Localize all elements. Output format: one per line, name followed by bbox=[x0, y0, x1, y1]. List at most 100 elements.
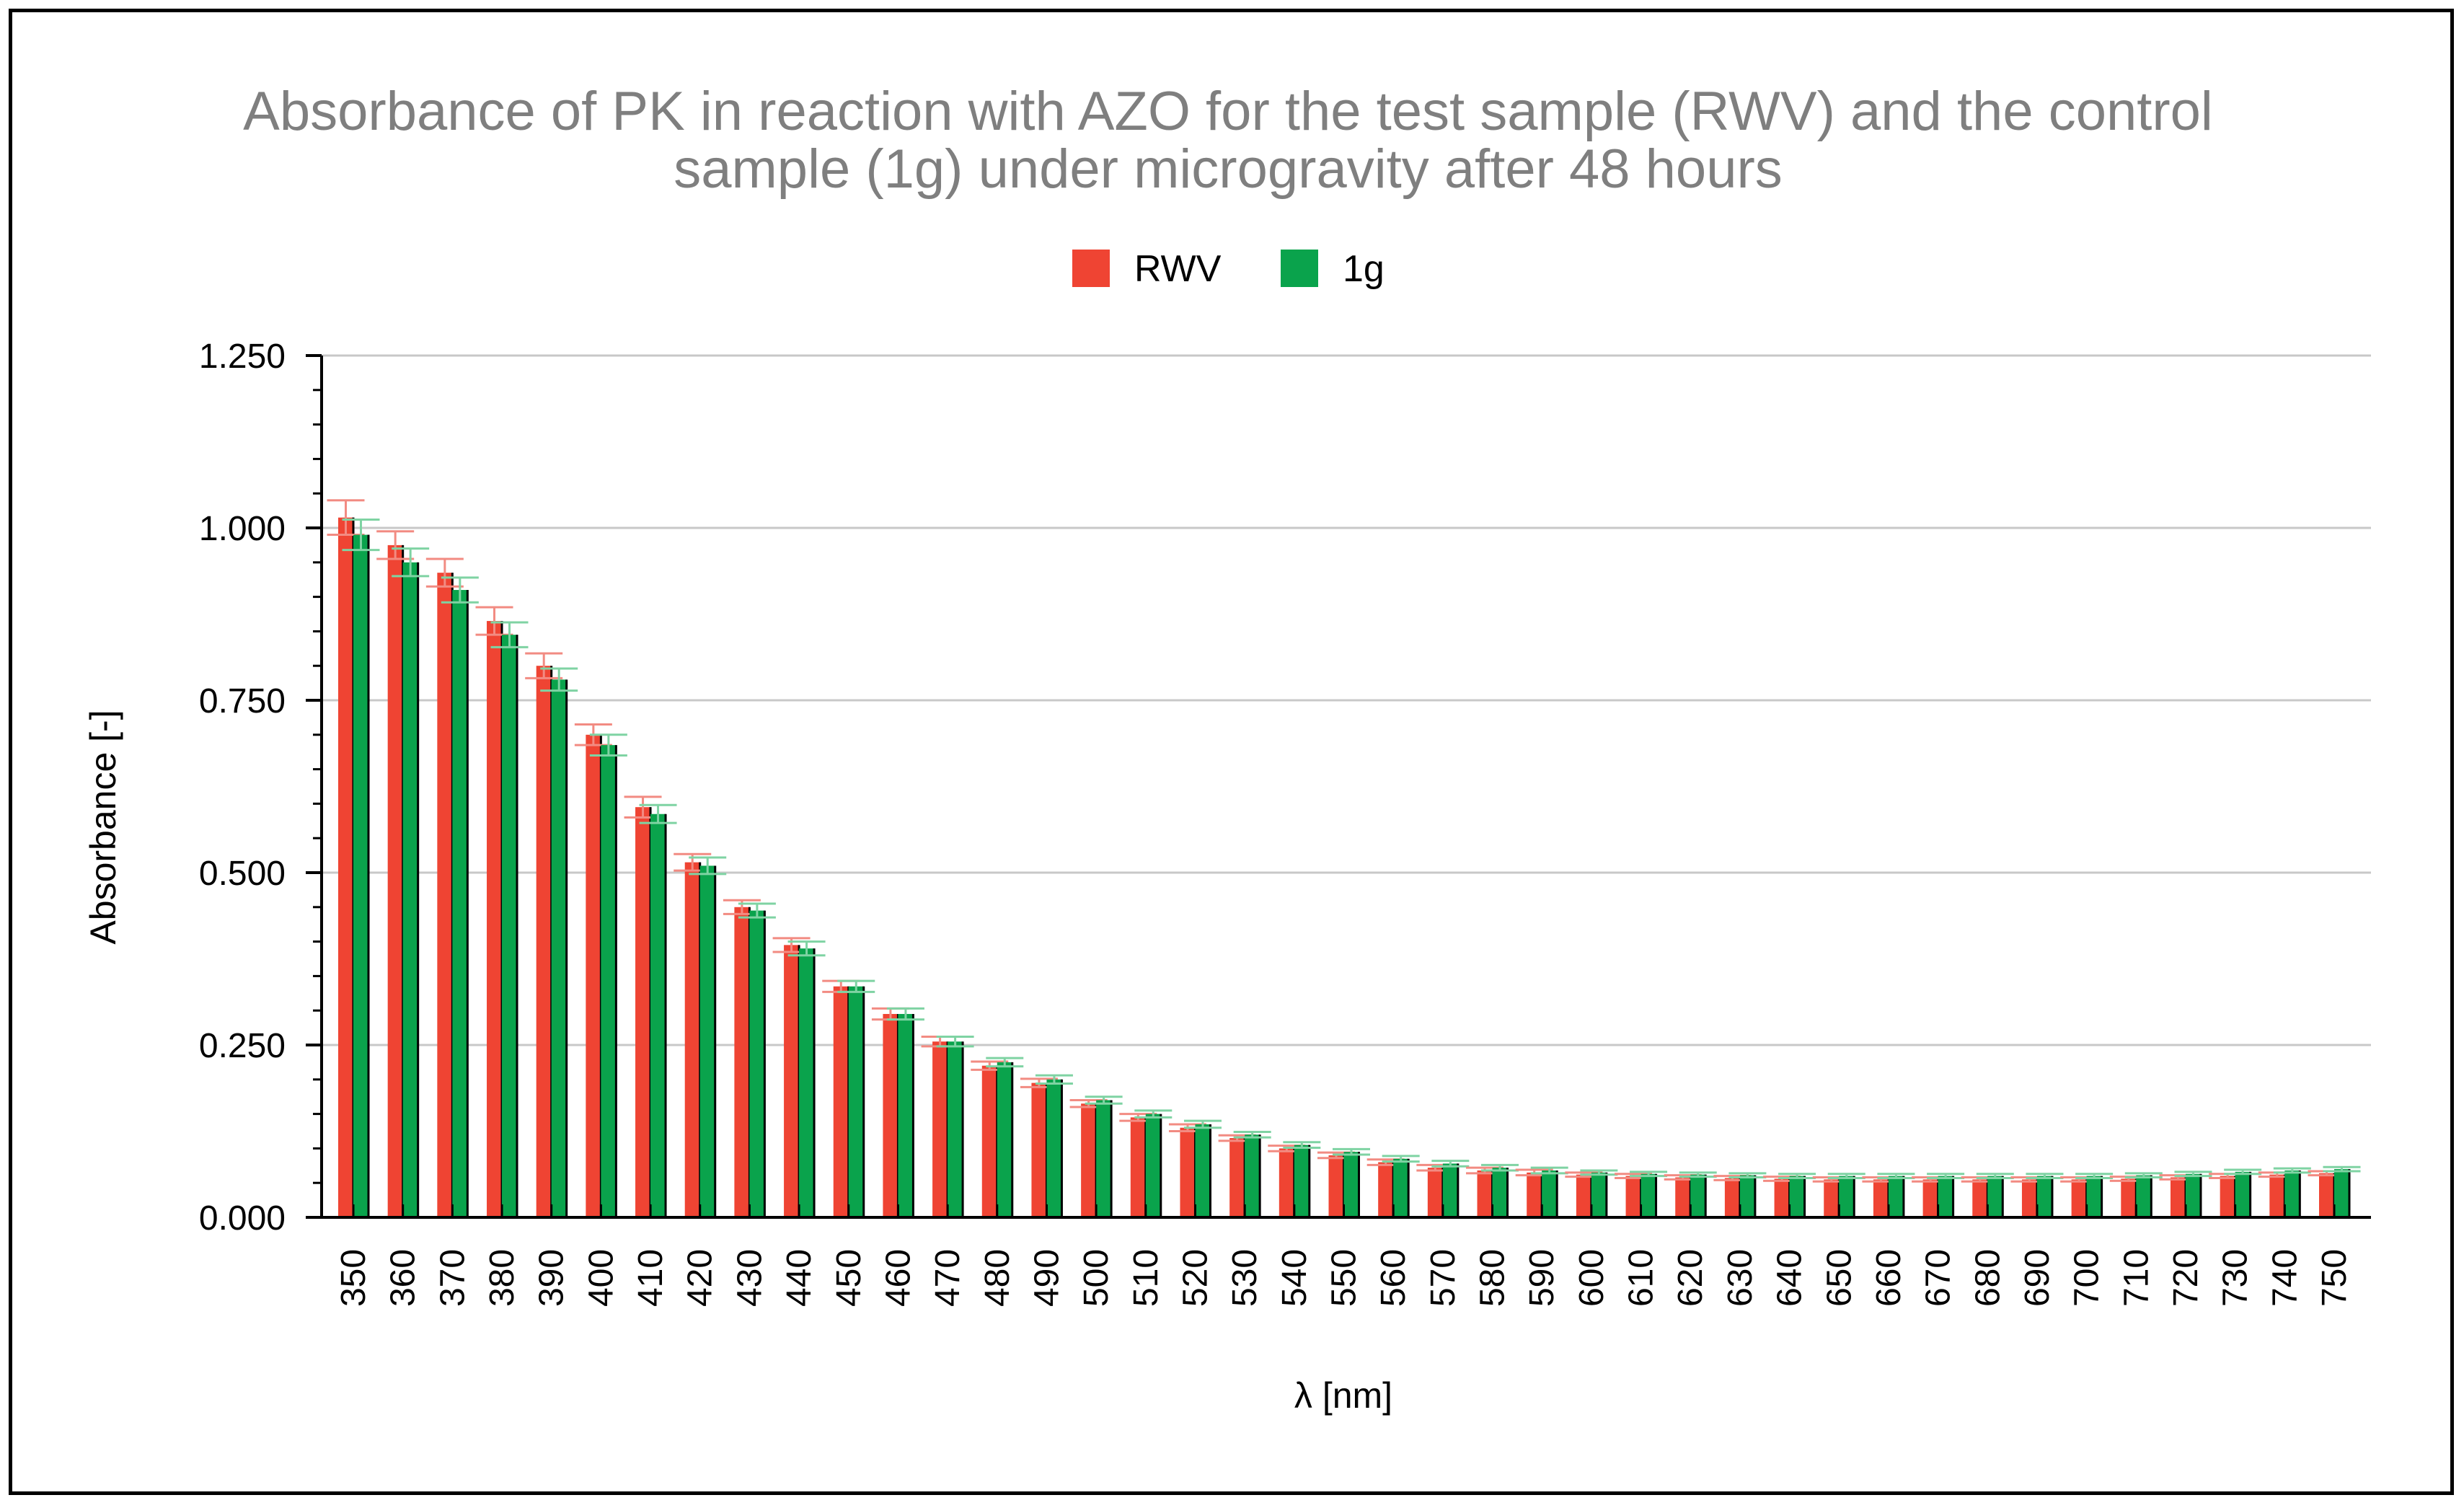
axes bbox=[306, 354, 2371, 1219]
bar-1g bbox=[402, 562, 418, 1217]
bar-rwv bbox=[684, 862, 700, 1217]
x-tick-label: 540 bbox=[1276, 1249, 1314, 1307]
bar-rwv bbox=[2121, 1178, 2137, 1217]
x-tick-label: 430 bbox=[730, 1249, 769, 1307]
bar-rwv bbox=[784, 945, 800, 1217]
x-tick-label: 530 bbox=[1226, 1249, 1264, 1307]
bar-rwv bbox=[2319, 1173, 2334, 1217]
bar-1g bbox=[1393, 1158, 1409, 1217]
y-tick-label: 0.500 bbox=[199, 855, 286, 893]
bar-1g bbox=[1442, 1163, 1458, 1217]
x-tick-label: 730 bbox=[2217, 1249, 2255, 1307]
y-axis-label: Absorbance [-] bbox=[83, 710, 123, 944]
x-tick-label: 500 bbox=[1077, 1249, 1116, 1307]
x-tick-label: 350 bbox=[335, 1249, 373, 1307]
x-tick-label: 410 bbox=[632, 1249, 670, 1307]
bar-1g bbox=[1739, 1175, 1755, 1217]
x-tick-label: 600 bbox=[1573, 1249, 1611, 1307]
y-tick-label: 1.250 bbox=[199, 338, 286, 376]
x-tick-label: 630 bbox=[1721, 1249, 1759, 1307]
bar-rwv bbox=[338, 517, 353, 1217]
bar-1g bbox=[1888, 1176, 1904, 1217]
bar-1g bbox=[1938, 1176, 1953, 1217]
x-tick-label: 580 bbox=[1474, 1249, 1512, 1307]
x-tick-label: 370 bbox=[433, 1249, 472, 1307]
bar-1g bbox=[2086, 1176, 2102, 1217]
y-tick-label: 0.250 bbox=[199, 1027, 286, 1065]
x-tick-label: 520 bbox=[1176, 1249, 1214, 1307]
x-tick-label: 750 bbox=[2315, 1249, 2354, 1307]
bar-rwv bbox=[1922, 1179, 1938, 1217]
bar-1g bbox=[1294, 1145, 1310, 1217]
x-tick-label: 560 bbox=[1374, 1249, 1413, 1307]
x-tick-label: 390 bbox=[533, 1249, 571, 1307]
x-tick-label: 420 bbox=[681, 1249, 720, 1307]
x-tick-label: 440 bbox=[780, 1249, 818, 1307]
title-line-1: Absorbance of PK in reaction with AZO fo… bbox=[243, 81, 2213, 142]
bar-1g bbox=[1343, 1152, 1359, 1217]
x-tick-label: 720 bbox=[2167, 1249, 2205, 1307]
x-tick-label: 450 bbox=[830, 1249, 868, 1307]
bar-rwv bbox=[734, 907, 750, 1217]
bar-rwv bbox=[1576, 1174, 1591, 1217]
x-tick-label: 700 bbox=[2068, 1249, 2106, 1307]
bar-rwv bbox=[635, 807, 651, 1217]
legend: RWV 1g bbox=[1072, 248, 1385, 290]
bar-1g bbox=[1839, 1176, 1855, 1217]
title-line-2: sample (1g) under microgravity after 48 … bbox=[674, 138, 1783, 200]
tick-labels: 0.000 0.250 0.500 0.750 1.000 1.250 350 360 370 3… bbox=[199, 338, 2354, 1307]
legend-label-rwv: RWV bbox=[1134, 248, 1222, 290]
y-tick-label: 0.000 bbox=[199, 1199, 286, 1238]
bar-rwv bbox=[1477, 1170, 1493, 1217]
bar-rwv bbox=[1774, 1178, 1790, 1217]
bar-rwv bbox=[2269, 1174, 2285, 1217]
bar-1g bbox=[898, 1013, 914, 1217]
x-tick-label: 670 bbox=[1920, 1249, 1958, 1307]
bar-rwv bbox=[1229, 1138, 1245, 1217]
x-tick-label: 650 bbox=[1820, 1249, 1858, 1307]
x-tick-label: 400 bbox=[582, 1249, 620, 1307]
bar-1g bbox=[2235, 1171, 2251, 1217]
bar-1g bbox=[353, 534, 368, 1217]
x-tick-label: 660 bbox=[1870, 1249, 1908, 1307]
bar-1g bbox=[1641, 1173, 1656, 1217]
bar-rwv bbox=[2071, 1179, 2087, 1217]
bar-1g bbox=[848, 986, 864, 1217]
bar-1g bbox=[2185, 1173, 2201, 1217]
bar-1g bbox=[1492, 1168, 1508, 1217]
bar-1g bbox=[502, 635, 518, 1217]
bar-rwv bbox=[437, 573, 453, 1217]
y-tick-label: 0.750 bbox=[199, 682, 286, 720]
bar-1g bbox=[749, 910, 765, 1217]
x-axis-label: λ [nm] bbox=[1294, 1375, 1392, 1416]
bar-rwv bbox=[981, 1065, 997, 1217]
bar-1g bbox=[699, 865, 715, 1217]
x-tick-label: 480 bbox=[979, 1249, 1017, 1307]
x-tick-label: 590 bbox=[1523, 1249, 1561, 1307]
x-tick-label: 620 bbox=[1672, 1249, 1710, 1307]
x-tick-label: 640 bbox=[1771, 1249, 1809, 1307]
bar-1g bbox=[1245, 1134, 1260, 1217]
bar-rwv bbox=[1675, 1177, 1691, 1217]
x-tick-label: 710 bbox=[2117, 1249, 2155, 1307]
x-tick-label: 460 bbox=[879, 1249, 917, 1307]
bar-rwv bbox=[932, 1041, 948, 1217]
bar-rwv bbox=[1972, 1179, 1988, 1217]
bar-rwv bbox=[1527, 1172, 1542, 1217]
bar-rwv bbox=[2220, 1176, 2235, 1217]
y-tick-label: 1.000 bbox=[199, 510, 286, 548]
legend-label-1g: 1g bbox=[1343, 248, 1385, 290]
bar-1g bbox=[1690, 1174, 1706, 1217]
bar-1g bbox=[799, 948, 815, 1217]
bar-rwv bbox=[1427, 1168, 1443, 1217]
bar-1g bbox=[601, 745, 617, 1217]
bar-rwv bbox=[2021, 1179, 2037, 1217]
bar-1g bbox=[452, 590, 468, 1217]
bar-1g bbox=[1987, 1176, 2003, 1217]
bar-1g bbox=[2136, 1175, 2152, 1217]
x-tick-label: 550 bbox=[1325, 1249, 1364, 1307]
x-tick-label: 360 bbox=[384, 1249, 423, 1307]
bar-1g bbox=[997, 1062, 1012, 1217]
x-tick-label: 510 bbox=[1127, 1249, 1165, 1307]
